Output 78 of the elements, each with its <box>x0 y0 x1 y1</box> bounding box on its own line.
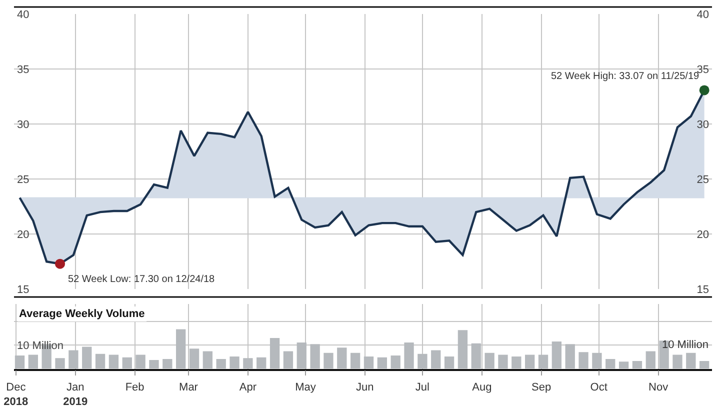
x-tick-label: Jan 2019 <box>63 382 88 408</box>
x-tick-label: Feb <box>125 382 144 394</box>
y-tick-label: 40 <box>17 8 30 21</box>
y2-tick-label: 30 <box>696 118 709 131</box>
bar <box>296 342 306 369</box>
bar <box>565 344 575 369</box>
bar <box>95 354 106 369</box>
x-tick-label: Nov <box>648 382 669 394</box>
bar <box>230 356 240 369</box>
bar <box>538 354 548 369</box>
bar <box>618 362 629 369</box>
bar <box>525 354 535 369</box>
bar <box>471 343 481 369</box>
x-tick-label: Sep <box>532 382 552 394</box>
bar <box>431 350 441 369</box>
y2-tick-label: 25 <box>696 174 709 186</box>
bar <box>672 354 682 369</box>
y2-tick-label: 20 <box>696 228 709 241</box>
x-tick-label: Jul <box>415 382 430 394</box>
bar <box>592 352 602 369</box>
y-tick-label: 15 <box>17 284 30 296</box>
bar <box>216 359 226 369</box>
bar <box>55 358 65 369</box>
annotation: 52 Week High: 33.07 on 11/25/19 <box>551 71 700 82</box>
y-tick-label: 20 <box>17 228 30 241</box>
chart-title: Average Weekly Volume <box>19 308 145 320</box>
annotation: 52 Week Low: 17.30 on 12/24/18 <box>68 274 216 285</box>
y-tick-label: 25 <box>17 174 30 186</box>
bar <box>162 359 172 369</box>
bar <box>122 357 132 369</box>
x-tick-label: Aug <box>472 382 492 394</box>
y2-tick-label: 40 <box>696 8 709 21</box>
x-tick-label: Jun <box>356 382 374 394</box>
bar <box>390 356 400 369</box>
y2-tick-label: 15 <box>696 284 709 296</box>
bar <box>458 330 468 369</box>
x-tick-label: May <box>295 382 316 394</box>
bar <box>68 350 78 369</box>
bar <box>189 348 200 369</box>
bar <box>350 352 360 369</box>
bar <box>404 342 414 369</box>
x-tick-label: Mar <box>179 382 198 394</box>
y-tick-label: 35 <box>17 64 30 76</box>
bar <box>700 360 710 369</box>
bar <box>149 360 159 369</box>
y-tick-label: 10 Million <box>17 340 64 352</box>
bar <box>632 360 642 369</box>
bar <box>337 348 347 369</box>
bar <box>136 354 146 369</box>
bar <box>202 351 213 369</box>
bar <box>82 346 92 369</box>
x-tick-label: Apr <box>239 382 257 394</box>
bar <box>646 351 656 369</box>
bar <box>578 352 588 369</box>
bar <box>498 354 508 369</box>
bar <box>444 356 454 369</box>
bar <box>243 358 253 369</box>
bar <box>606 359 616 369</box>
x-tick-label: Oct <box>590 382 608 394</box>
bar <box>552 342 562 369</box>
bar <box>283 351 294 369</box>
bar <box>28 354 38 369</box>
y-tick-label: 30 <box>17 118 30 131</box>
bar <box>418 354 428 369</box>
bar <box>270 338 280 369</box>
bar <box>310 344 320 369</box>
x-tick-label: Dec 2018 <box>4 382 28 408</box>
bar <box>108 354 119 369</box>
bar <box>512 356 522 369</box>
bar <box>364 356 374 369</box>
bar <box>686 352 696 369</box>
bar <box>484 352 494 369</box>
bar <box>176 329 186 369</box>
bar <box>324 352 334 369</box>
bar <box>256 357 266 369</box>
bar <box>377 357 388 369</box>
annotation: 10 Million <box>662 339 708 351</box>
bar <box>14 356 25 369</box>
